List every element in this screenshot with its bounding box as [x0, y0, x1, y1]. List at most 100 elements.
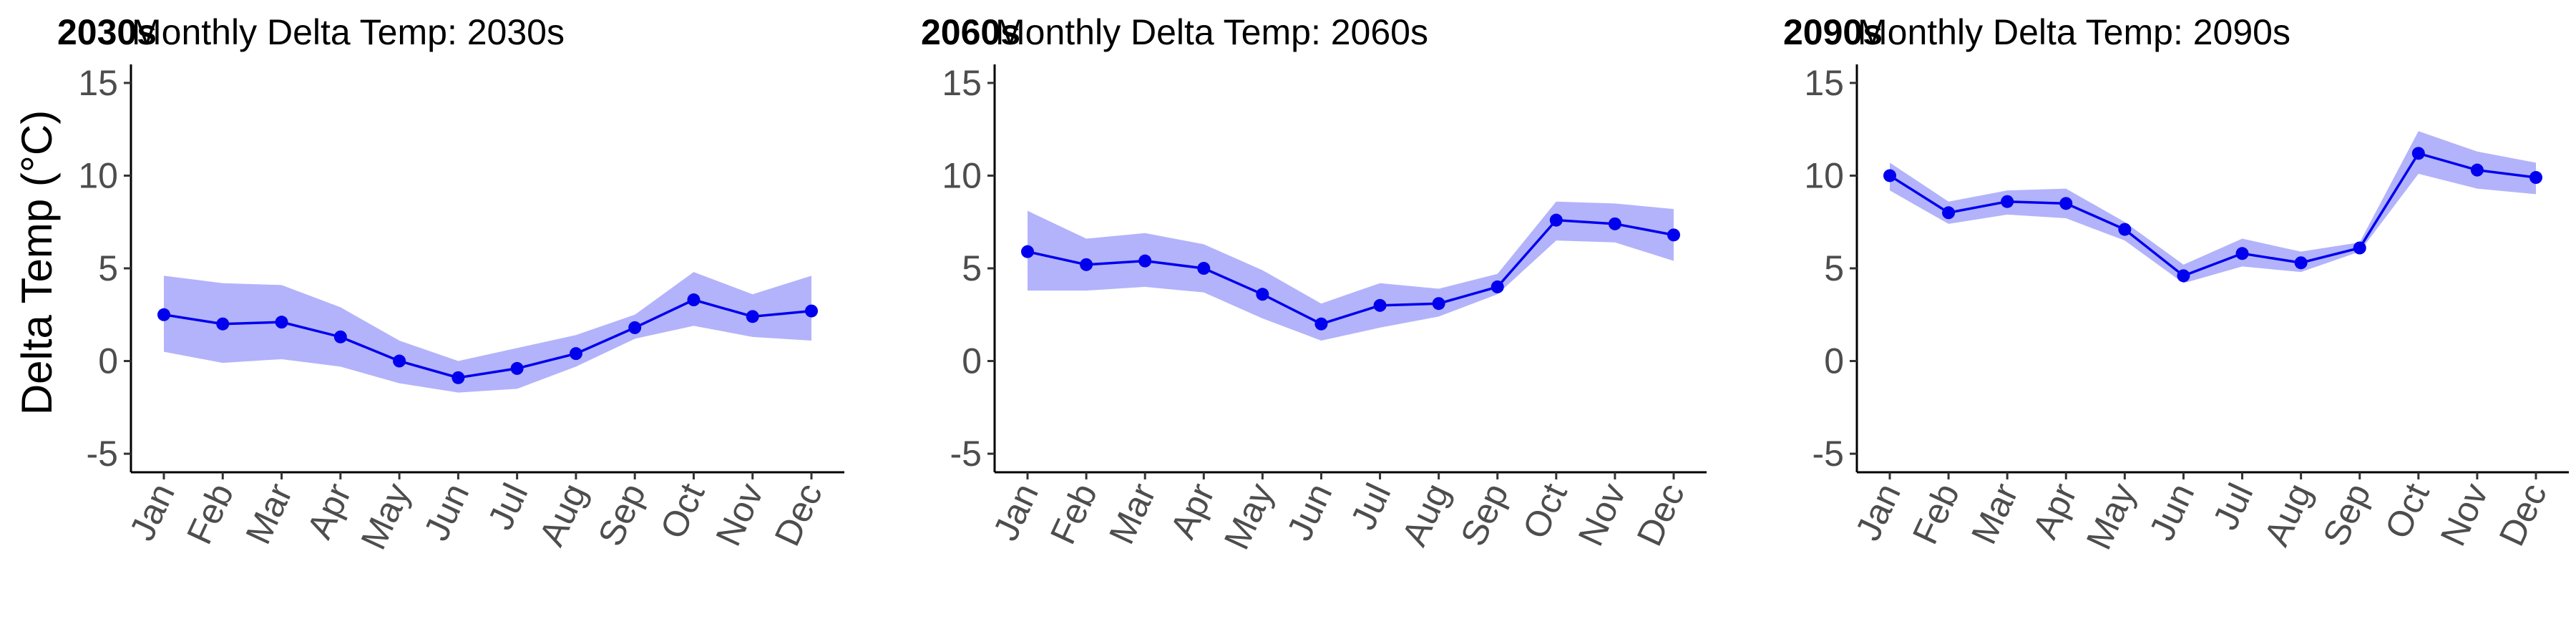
x-tick-label-sep: Sep: [590, 477, 653, 552]
panel-tag: 2060s: [921, 12, 1020, 52]
y-tick-label: 5: [98, 248, 118, 288]
data-point-feb: [216, 317, 230, 331]
panel-tag: 2030s: [57, 12, 157, 52]
y-tick-label: 0: [1824, 341, 1844, 381]
x-tick-label-jun: Jun: [416, 477, 477, 547]
panel-tag: 2090s: [1783, 12, 1883, 52]
data-point-jul: [1373, 298, 1387, 312]
data-point-jan: [1883, 169, 1896, 182]
data-point-nov: [746, 310, 759, 323]
x-tick-label-dec: Dec: [767, 477, 830, 552]
y-tick-label: 10: [1804, 155, 1844, 195]
series-line: [1889, 152, 2537, 278]
x-tick-label-jun: Jun: [1279, 477, 1340, 547]
x-tick-label-nov: Nov: [2433, 477, 2496, 552]
x-tick-label-apr: Apr: [299, 477, 359, 545]
x-tick-label-dec: Dec: [2492, 477, 2555, 552]
y-tick-label: 0: [98, 341, 118, 381]
x-tick-label-aug: Aug: [1394, 477, 1457, 552]
x-tick-label-jan: Jan: [985, 477, 1046, 547]
x-tick-label-feb: Feb: [1043, 477, 1105, 550]
data-point-oct: [1549, 213, 1563, 227]
x-tick-label-sep: Sep: [1453, 477, 1516, 552]
y-tick-label: -5: [950, 434, 982, 474]
data-point-jan: [1021, 245, 1034, 258]
panel-title: Monthly Delta Temp: 2030s: [132, 12, 565, 52]
data-point-jun: [452, 371, 465, 384]
data-point-apr: [2059, 197, 2073, 210]
data-point-oct: [2411, 147, 2425, 160]
x-tick-label-mar: Mar: [1963, 477, 2026, 550]
x-tick-label-jul: Jul: [2205, 477, 2261, 536]
data-point-jan: [157, 308, 170, 321]
data-point-mar: [1138, 254, 1152, 268]
y-tick-label: 10: [78, 155, 118, 195]
y-tick-label: 15: [942, 63, 982, 103]
data-point-dec: [2529, 171, 2542, 185]
data-point-sep: [1491, 280, 1504, 293]
data-point-mar: [275, 316, 288, 329]
x-tick-label-mar: Mar: [1101, 477, 1163, 550]
data-point-oct: [687, 293, 701, 307]
data-point-sep: [2353, 241, 2366, 255]
x-tick-label-feb: Feb: [179, 477, 241, 550]
y-tick-label: 0: [962, 341, 982, 381]
x-tick-label-jan: Jan: [122, 477, 182, 547]
x-tick-label-nov: Nov: [1571, 477, 1634, 552]
uncertainty-band: [1028, 201, 1674, 341]
data-point-apr: [333, 330, 347, 343]
x-tick-label-sep: Sep: [2315, 477, 2378, 552]
data-point-dec: [1667, 228, 1680, 242]
y-tick-label: 5: [962, 248, 982, 288]
data-point-feb: [1942, 206, 1956, 220]
data-point-aug: [2294, 256, 2308, 270]
data-point-jul: [2235, 247, 2249, 260]
x-tick-label-may: May: [2079, 477, 2144, 555]
x-tick-label-feb: Feb: [1905, 477, 1967, 550]
uncertainty-band: [164, 272, 811, 393]
data-point-apr: [1197, 262, 1211, 275]
data-point-dec: [805, 304, 818, 318]
data-point-aug: [1432, 297, 1445, 311]
x-tick-label-jun: Jun: [2142, 477, 2202, 547]
y-tick-label: -5: [1813, 434, 1844, 474]
panel-title: Monthly Delta Temp: 2090s: [1858, 12, 2290, 52]
x-tick-label-jan: Jan: [1848, 477, 1908, 547]
data-point-sep: [628, 321, 642, 334]
y-tick-label: 10: [942, 155, 982, 195]
x-tick-label-aug: Aug: [2256, 477, 2319, 552]
data-point-may: [2118, 223, 2132, 236]
data-point-feb: [1080, 258, 1093, 271]
y-axis-label: Delta Temp (°C): [13, 110, 61, 415]
data-point-nov: [1608, 217, 1621, 230]
y-tick-label: 15: [1804, 63, 1844, 103]
data-point-jun: [2177, 269, 2190, 283]
x-tick-label-apr: Apr: [1163, 477, 1223, 545]
data-point-may: [393, 354, 406, 368]
data-point-aug: [569, 347, 582, 361]
data-point-jul: [510, 361, 524, 375]
x-tick-label-jul: Jul: [1343, 477, 1399, 536]
x-tick-label-aug: Aug: [532, 477, 595, 552]
data-point-nov: [2470, 163, 2484, 177]
series-line: [163, 298, 812, 379]
series-line: [1027, 218, 1674, 326]
x-tick-label-mar: Mar: [238, 477, 300, 550]
y-tick-label: 15: [78, 63, 118, 103]
panel-title: Monthly Delta Temp: 2060s: [995, 12, 1428, 52]
x-tick-label-oct: Oct: [653, 477, 713, 545]
uncertainty-band: [1890, 131, 2536, 283]
x-tick-label-dec: Dec: [1629, 477, 1692, 552]
y-tick-label: 5: [1824, 248, 1844, 288]
x-tick-label-may: May: [353, 477, 418, 555]
y-tick-label: -5: [87, 434, 118, 474]
x-tick-label-apr: Apr: [2025, 477, 2085, 545]
x-tick-label-oct: Oct: [1515, 477, 1575, 545]
x-tick-label-oct: Oct: [2377, 477, 2437, 545]
data-point-may: [1256, 288, 1269, 301]
x-tick-label-nov: Nov: [708, 477, 771, 552]
